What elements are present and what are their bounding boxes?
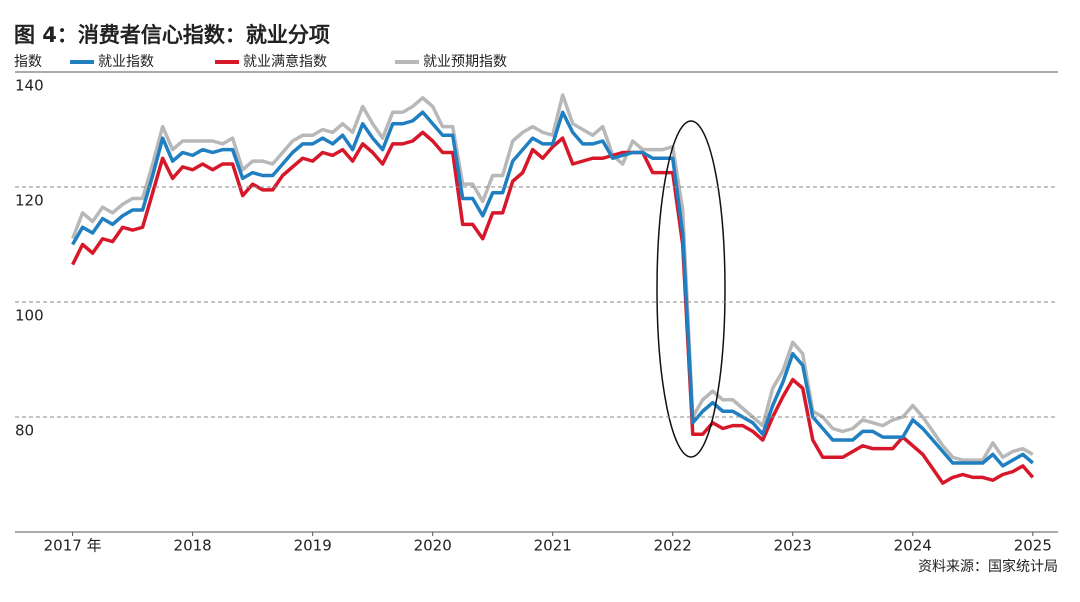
x-tick-label: 2025 <box>1014 537 1052 555</box>
legend-label: 就业预期指数 <box>423 54 507 70</box>
x-tick-label: 2020 <box>414 537 452 555</box>
x-tick-label: 2024 <box>894 537 932 555</box>
x-tick-label: 2023 <box>774 537 812 555</box>
source-note: 资料来源：国家统计局 <box>918 558 1058 575</box>
x-tick-label: 2018 <box>174 537 212 555</box>
x-tick-label: 2022 <box>654 537 692 555</box>
data-line <box>71 130 1035 485</box>
y-tick-label: 80 <box>15 422 34 440</box>
data-line <box>70 93 1034 462</box>
x-tick-label: 2019 <box>294 537 332 555</box>
legend-label: 就业指数 <box>98 54 154 70</box>
y-axis-label: 指数 <box>14 54 42 70</box>
y-tick-label: 140 <box>15 77 44 95</box>
data-line <box>71 110 1034 468</box>
chart-title: 图 4：消费者信心指数：就业分项 <box>14 23 330 47</box>
x-tick-label: 2021 <box>534 537 572 555</box>
y-tick-label: 100 <box>15 307 44 325</box>
x-tick-label: 2017 年 <box>44 537 102 555</box>
highlight-ellipse <box>656 120 726 458</box>
legend-label: 就业满意指数 <box>243 53 327 70</box>
y-tick-label: 120 <box>15 192 44 210</box>
